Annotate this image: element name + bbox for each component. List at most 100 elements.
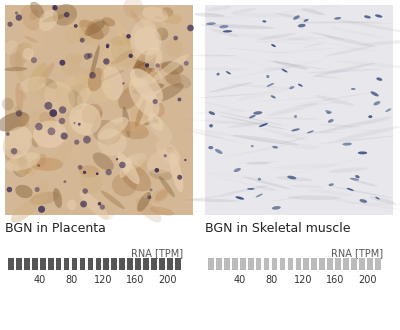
Ellipse shape bbox=[22, 30, 44, 55]
Bar bbox=[159, 258, 165, 270]
Ellipse shape bbox=[130, 68, 163, 104]
Ellipse shape bbox=[350, 129, 382, 131]
Ellipse shape bbox=[91, 111, 102, 133]
Ellipse shape bbox=[206, 22, 216, 25]
Ellipse shape bbox=[259, 123, 268, 127]
Bar bbox=[16, 258, 22, 270]
Ellipse shape bbox=[318, 136, 396, 144]
Ellipse shape bbox=[92, 120, 121, 145]
Ellipse shape bbox=[256, 186, 276, 191]
Ellipse shape bbox=[271, 95, 276, 98]
Circle shape bbox=[35, 187, 40, 192]
Ellipse shape bbox=[288, 195, 341, 200]
Ellipse shape bbox=[28, 63, 48, 93]
Circle shape bbox=[103, 58, 110, 65]
Ellipse shape bbox=[360, 199, 367, 203]
Bar bbox=[375, 258, 381, 270]
Ellipse shape bbox=[223, 30, 232, 32]
Ellipse shape bbox=[208, 146, 213, 149]
Ellipse shape bbox=[324, 46, 374, 57]
Ellipse shape bbox=[218, 177, 266, 188]
Ellipse shape bbox=[97, 129, 127, 156]
Circle shape bbox=[31, 57, 37, 63]
Ellipse shape bbox=[4, 40, 18, 55]
Ellipse shape bbox=[71, 146, 84, 159]
Ellipse shape bbox=[292, 144, 319, 149]
Bar bbox=[112, 258, 117, 270]
Ellipse shape bbox=[209, 111, 215, 115]
Ellipse shape bbox=[99, 70, 124, 82]
Ellipse shape bbox=[152, 54, 189, 82]
Circle shape bbox=[16, 14, 22, 21]
Ellipse shape bbox=[293, 15, 300, 20]
Ellipse shape bbox=[243, 177, 291, 189]
Ellipse shape bbox=[289, 86, 294, 89]
Ellipse shape bbox=[170, 152, 183, 192]
Circle shape bbox=[38, 206, 45, 213]
Circle shape bbox=[89, 72, 96, 79]
Ellipse shape bbox=[273, 164, 339, 169]
Ellipse shape bbox=[10, 43, 32, 68]
Ellipse shape bbox=[209, 124, 213, 127]
Circle shape bbox=[59, 118, 65, 124]
Ellipse shape bbox=[148, 148, 179, 174]
Text: 40: 40 bbox=[34, 275, 46, 285]
Circle shape bbox=[11, 148, 17, 154]
Ellipse shape bbox=[215, 149, 222, 154]
Ellipse shape bbox=[332, 18, 400, 32]
Bar bbox=[327, 258, 333, 270]
Circle shape bbox=[83, 136, 91, 144]
Ellipse shape bbox=[24, 54, 30, 69]
Ellipse shape bbox=[68, 84, 87, 103]
Ellipse shape bbox=[291, 128, 300, 131]
Circle shape bbox=[187, 25, 194, 31]
Ellipse shape bbox=[146, 62, 155, 72]
Ellipse shape bbox=[20, 87, 26, 100]
Ellipse shape bbox=[35, 181, 48, 207]
Circle shape bbox=[164, 154, 167, 157]
Bar bbox=[232, 258, 238, 270]
Ellipse shape bbox=[331, 186, 392, 198]
Ellipse shape bbox=[267, 103, 318, 116]
Ellipse shape bbox=[67, 103, 90, 133]
Circle shape bbox=[48, 127, 55, 135]
Ellipse shape bbox=[102, 17, 115, 26]
Ellipse shape bbox=[256, 194, 263, 197]
Circle shape bbox=[16, 110, 22, 117]
Ellipse shape bbox=[370, 91, 379, 96]
Bar bbox=[96, 258, 101, 270]
Bar bbox=[72, 258, 77, 270]
Circle shape bbox=[88, 53, 93, 58]
Ellipse shape bbox=[166, 39, 183, 57]
Ellipse shape bbox=[134, 26, 162, 56]
Ellipse shape bbox=[155, 190, 168, 201]
Ellipse shape bbox=[30, 157, 63, 171]
Ellipse shape bbox=[143, 119, 159, 125]
Ellipse shape bbox=[258, 178, 261, 181]
Ellipse shape bbox=[50, 144, 72, 171]
Circle shape bbox=[74, 140, 79, 145]
Ellipse shape bbox=[12, 158, 30, 177]
Ellipse shape bbox=[302, 8, 325, 15]
Text: 120: 120 bbox=[94, 275, 113, 285]
Circle shape bbox=[78, 165, 82, 170]
Bar bbox=[135, 258, 141, 270]
Ellipse shape bbox=[105, 126, 123, 147]
Circle shape bbox=[98, 202, 101, 206]
Ellipse shape bbox=[300, 92, 372, 104]
Circle shape bbox=[96, 172, 98, 175]
Text: 40: 40 bbox=[234, 275, 246, 285]
Ellipse shape bbox=[191, 129, 223, 138]
Ellipse shape bbox=[287, 36, 314, 40]
Ellipse shape bbox=[100, 43, 119, 74]
Ellipse shape bbox=[307, 130, 314, 133]
Circle shape bbox=[100, 205, 105, 210]
Ellipse shape bbox=[266, 117, 319, 119]
Ellipse shape bbox=[24, 36, 38, 43]
Bar bbox=[272, 258, 277, 270]
Circle shape bbox=[37, 164, 40, 167]
Ellipse shape bbox=[259, 127, 308, 141]
Ellipse shape bbox=[33, 120, 66, 148]
Ellipse shape bbox=[25, 111, 46, 130]
Ellipse shape bbox=[331, 27, 384, 38]
